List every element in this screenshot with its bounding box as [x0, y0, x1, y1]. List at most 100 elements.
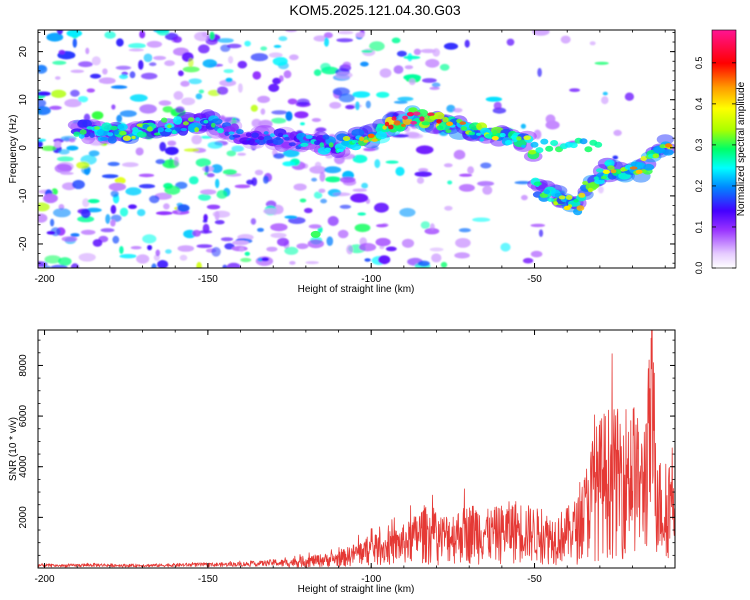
- ridge-blob: [110, 125, 118, 131]
- noise-blob: [130, 246, 142, 250]
- ridge-blob: [578, 192, 586, 198]
- noise-blob: [376, 91, 390, 98]
- noise-blob: [81, 208, 91, 219]
- noise-blob: [589, 41, 596, 46]
- ridge-blob: [442, 116, 449, 123]
- noise-blob: [447, 180, 453, 185]
- ridge-blob: [117, 124, 125, 129]
- noise-blob: [391, 37, 401, 44]
- ridge-blob: [284, 136, 290, 141]
- noise-blob: [299, 198, 307, 203]
- noise-blob: [200, 189, 217, 195]
- noise-blob: [285, 111, 293, 121]
- noise-blob: [278, 36, 288, 42]
- noise-blob: [415, 145, 434, 155]
- ridge-blob: [579, 138, 588, 145]
- ridge-blob: [410, 120, 418, 125]
- ridge-blob: [180, 127, 188, 132]
- noise-blob: [182, 66, 200, 73]
- noise-blob: [46, 32, 64, 42]
- ridge-blob: [157, 127, 164, 133]
- noise-blob: [46, 231, 56, 235]
- noise-blob: [82, 198, 90, 208]
- noise-blob: [77, 215, 95, 223]
- ridge-peak: [563, 205, 571, 211]
- ridge-blob: [305, 134, 313, 139]
- noise-blob: [51, 188, 58, 196]
- noise-blob: [114, 177, 126, 185]
- noise-blob: [102, 68, 108, 75]
- noise-blob: [206, 173, 215, 178]
- noise-blob: [514, 181, 532, 185]
- noise-blob: [215, 178, 220, 189]
- noise-blob: [352, 188, 367, 192]
- spectrogram-x-label: Height of straight line (km): [298, 284, 415, 295]
- noise-blob: [404, 65, 414, 70]
- noise-blob: [100, 228, 115, 233]
- noise-blob: [111, 104, 116, 110]
- ridge-blob: [617, 169, 622, 175]
- noise-blob: [119, 207, 129, 217]
- noise-blob: [285, 30, 298, 33]
- ridge-blob: [476, 132, 482, 136]
- noise-blob: [355, 101, 360, 111]
- noise-blob: [238, 83, 243, 93]
- noise-blob: [105, 214, 111, 224]
- noise-blob: [294, 111, 309, 119]
- ridge-blob: [375, 131, 387, 140]
- noise-blob: [477, 181, 495, 187]
- noise-blob: [228, 56, 234, 64]
- ridge-blob: [173, 116, 183, 125]
- noise-blob: [598, 186, 604, 194]
- noise-blob: [261, 257, 270, 262]
- noise-blob: [246, 179, 254, 185]
- noise-blob: [139, 104, 157, 114]
- noise-blob: [257, 95, 270, 103]
- ridge-blob: [182, 121, 189, 126]
- noise-blob: [403, 55, 421, 60]
- noise-blob: [361, 182, 368, 189]
- noise-blob: [429, 247, 444, 252]
- noise-blob: [393, 65, 404, 74]
- noise-blob: [374, 202, 389, 213]
- noise-blob: [175, 106, 185, 114]
- noise-blob: [327, 216, 339, 226]
- noise-blob: [425, 58, 440, 68]
- ridge-blob: [468, 131, 476, 136]
- noise-blob: [207, 141, 223, 149]
- noise-blob: [453, 108, 463, 113]
- ridge-blob: [523, 135, 531, 140]
- ridge-blob: [499, 132, 506, 138]
- noise-blob: [482, 185, 493, 195]
- noise-blob: [268, 83, 280, 92]
- noise-blob: [431, 82, 441, 88]
- noise-blob: [119, 254, 137, 259]
- noise-blob: [424, 228, 440, 235]
- ridge-blob: [400, 123, 406, 127]
- noise-blob: [287, 98, 298, 105]
- noise-blob: [270, 223, 288, 232]
- noise-blob: [320, 198, 327, 204]
- noise-blob: [500, 242, 511, 252]
- noise-blob: [136, 254, 150, 264]
- noise-blob: [70, 89, 80, 97]
- noise-blob: [72, 38, 78, 48]
- ridge-blob: [436, 119, 442, 124]
- noise-blob: [128, 43, 146, 49]
- noise-blob: [87, 199, 100, 204]
- ridge-blob: [94, 126, 100, 130]
- ridge-blob: [656, 134, 674, 145]
- noise-blob: [313, 35, 328, 42]
- ridge-blob: [629, 166, 638, 170]
- ridge-blob: [314, 140, 321, 146]
- ridge-blob: [429, 115, 437, 121]
- noise-blob: [107, 161, 120, 167]
- noise-blob: [314, 161, 322, 168]
- noise-blob: [350, 193, 369, 203]
- ridge-blob: [584, 146, 593, 153]
- snr-frame: [37, 329, 676, 569]
- ridge-blob: [107, 132, 114, 137]
- noise-blob: [188, 57, 194, 68]
- noise-blob: [85, 47, 90, 55]
